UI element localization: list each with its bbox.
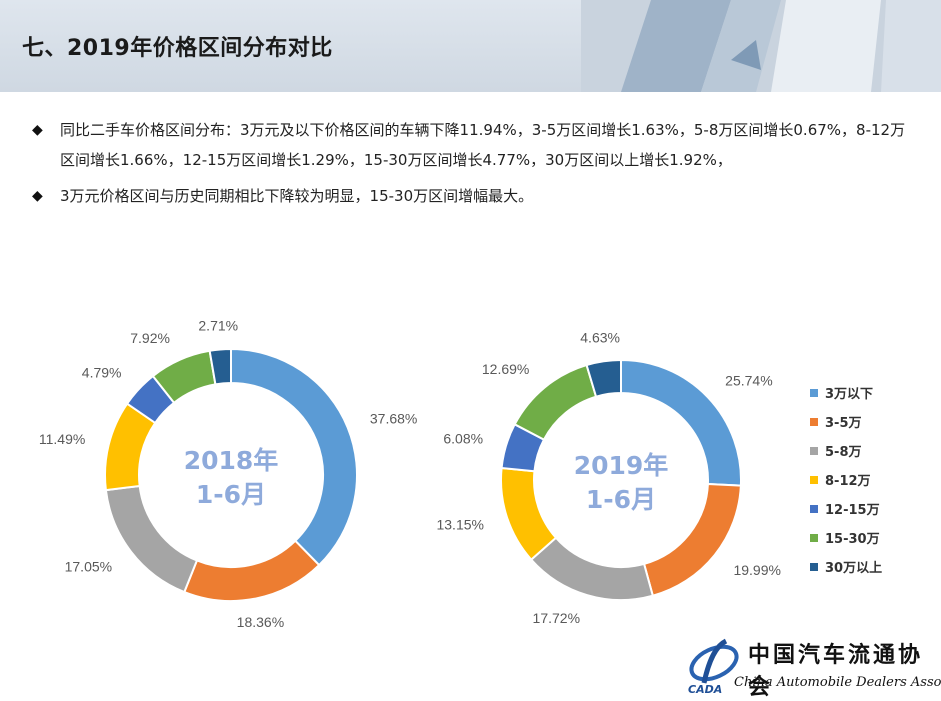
donut-slice xyxy=(104,484,199,594)
bullet-diamond-icon: ◆ xyxy=(32,122,43,138)
data-label: 19.99% xyxy=(733,562,780,578)
donut-slice xyxy=(208,347,232,386)
donut-slice xyxy=(585,358,622,398)
chart-legend: 3万以下 3-5万 5-8万 8-12万 12-15万 15-30万 30万以上 xyxy=(810,378,882,581)
legend-label: 8-12万 xyxy=(825,474,871,489)
legend-item: 12-15万 xyxy=(810,494,882,523)
legend-label: 3万以下 xyxy=(825,387,874,402)
data-label: 17.72% xyxy=(533,610,580,626)
data-label: 13.15% xyxy=(436,516,483,532)
page-title: 七、2019年价格区间分布对比 xyxy=(22,36,333,61)
legend-swatch xyxy=(810,562,818,571)
legend-label: 5-8万 xyxy=(825,445,862,460)
logo-name-cn: 中国汽车流通协会 xyxy=(748,642,924,700)
data-label: 6.08% xyxy=(443,431,483,447)
legend-label: 12-15万 xyxy=(825,503,880,518)
legend-swatch xyxy=(810,446,818,455)
svg-text:CADA: CADA xyxy=(688,683,722,696)
header-decoration xyxy=(581,0,941,92)
bullet-text: 3万元价格区间与历史同期相比下降较为明显，15-30万区间增幅最大。 xyxy=(60,187,534,205)
donut-charts: 37.68% 18.36% 17.05% 11.49% 4.79% 7.92% 2.71% 2… xyxy=(39,318,781,631)
legend-item: 3-5万 xyxy=(810,407,882,436)
header-banner: 七、2019年价格区间分布对比 xyxy=(0,0,941,92)
donut-slice xyxy=(529,536,655,601)
legend-item: 30万以上 xyxy=(810,552,882,581)
data-label: 7.92% xyxy=(130,330,170,346)
legend-label: 3-5万 xyxy=(825,416,862,431)
logo-name-en: China Automobile Dealers Association xyxy=(734,675,941,690)
center-label: 2018年 xyxy=(184,446,279,475)
bullet-diamond-icon: ◆ xyxy=(32,188,43,204)
legend-swatch xyxy=(810,475,818,484)
center-label: 1-6月 xyxy=(196,480,266,509)
bullet-list: ◆ 同比二手车价格区间分布：3万元及以下价格区间的车辆下降11.94%，3-5万… xyxy=(30,115,920,211)
legend-swatch xyxy=(810,504,818,513)
data-label: 18.36% xyxy=(237,614,284,630)
legend-swatch xyxy=(810,533,818,542)
data-label: 11.49% xyxy=(39,431,85,447)
legend-item: 8-12万 xyxy=(810,465,882,494)
data-label: 4.63% xyxy=(580,330,620,346)
legend-swatch xyxy=(810,417,818,426)
legend-label: 30万以上 xyxy=(825,561,883,576)
cada-logo: CADA 中国汽车流通协会 China Automobile Dealers A… xyxy=(686,635,941,700)
donut-slice xyxy=(500,466,558,562)
legend-label: 15-30万 xyxy=(825,532,880,547)
data-label: 12.69% xyxy=(482,361,529,377)
legend-swatch xyxy=(810,388,818,397)
bullet-item: ◆ 3万元价格区间与历史同期相比下降较为明显，15-30万区间增幅最大。 xyxy=(30,181,920,211)
bullet-item: ◆ 同比二手车价格区间分布：3万元及以下价格区间的车辆下降11.94%，3-5万… xyxy=(30,115,920,175)
data-label: 25.74% xyxy=(725,373,772,389)
donut-slice xyxy=(642,482,742,597)
donut-slice xyxy=(183,539,321,602)
legend-item: 5-8万 xyxy=(810,436,882,465)
bullet-text: 同比二手车价格区间分布：3万元及以下价格区间的车辆下降11.94%，3-5万区间… xyxy=(60,121,906,169)
center-label: 1-6月 xyxy=(586,485,656,514)
cada-logo-mark-icon: CADA xyxy=(688,638,739,696)
data-label: 37.68% xyxy=(370,410,417,426)
data-label: 4.79% xyxy=(82,364,122,380)
legend-item: 15-30万 xyxy=(810,523,882,552)
center-label: 2019年 xyxy=(574,451,669,480)
legend-item: 3万以下 xyxy=(810,378,882,407)
data-label: 2.71% xyxy=(198,318,238,334)
data-label: 17.05% xyxy=(65,558,112,574)
